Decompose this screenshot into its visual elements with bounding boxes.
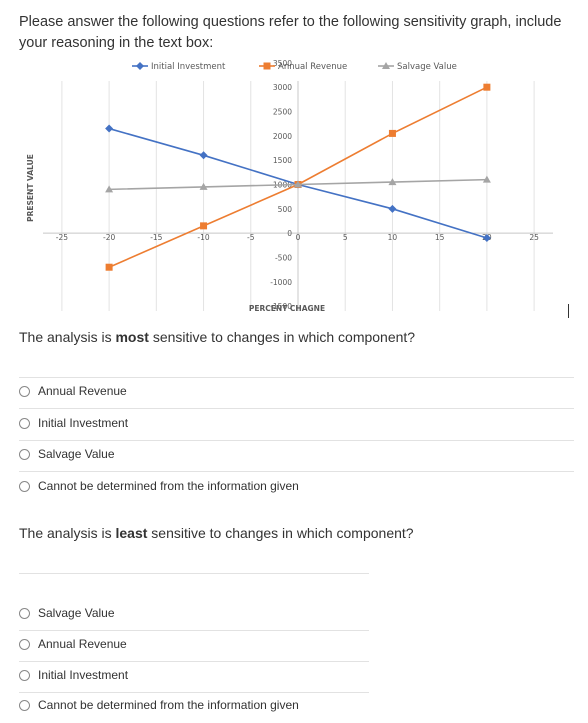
x-tick-label: -5 <box>247 233 255 242</box>
q2-option-2[interactable]: Annual Revenue <box>19 635 127 653</box>
x-tick-label: -25 <box>56 233 68 242</box>
option-label: Cannot be determined from the informatio… <box>38 479 299 493</box>
text-cursor <box>568 304 569 318</box>
data-point-initial-investment <box>388 204 397 213</box>
option-label: Salvage Value <box>38 606 115 620</box>
data-point-annual-revenue <box>483 83 491 91</box>
q1-option-3[interactable]: Salvage Value <box>19 445 115 463</box>
data-point-initial-investment <box>482 234 491 243</box>
question-2: The analysis is least sensitive to chang… <box>19 525 414 541</box>
divider <box>19 377 574 378</box>
y-axis-title: PRESENT VALUE <box>26 154 35 222</box>
q1-option-4[interactable]: Cannot be determined from the informatio… <box>19 477 299 495</box>
legend-label-annual-revenue: Annual Revenue <box>278 62 347 72</box>
option-label: Initial Investment <box>38 668 129 682</box>
q1-option-1[interactable]: Annual Revenue <box>19 382 127 400</box>
x-tick-label: 5 <box>343 233 348 242</box>
y-tick-label: -1500 <box>270 302 292 311</box>
legend-marker-annual-revenue <box>263 62 271 70</box>
y-tick-label: 0 <box>287 229 292 238</box>
question-2-emphasis: least <box>115 525 148 541</box>
x-tick-label: 25 <box>529 233 539 242</box>
y-tick-label: 1500 <box>273 156 292 165</box>
question-1: The analysis is most sensitive to change… <box>19 329 415 345</box>
option-label: Annual Revenue <box>38 384 127 398</box>
option-label: Salvage Value <box>38 447 115 461</box>
data-point-salvage-value <box>482 175 491 183</box>
radio-icon[interactable] <box>19 669 30 681</box>
y-tick-label: 2500 <box>273 108 292 117</box>
divider <box>19 630 369 631</box>
x-tick-label: -10 <box>197 233 209 242</box>
radio-icon[interactable] <box>19 607 30 619</box>
question-intro: Please answer the following questions re… <box>19 14 562 51</box>
y-tick-label: -500 <box>275 253 292 262</box>
q2-option-4[interactable]: Cannot be determined from the informatio… <box>19 696 299 714</box>
radio-icon[interactable] <box>19 417 30 429</box>
y-tick-label: 500 <box>278 205 293 214</box>
q2-option-1[interactable]: Salvage Value <box>19 604 115 622</box>
divider <box>19 573 369 574</box>
x-axis-title: PERCENT CHAGNE <box>249 304 325 313</box>
data-point-salvage-value <box>199 182 208 190</box>
divider <box>19 440 574 441</box>
option-label: Initial Investment <box>38 416 129 430</box>
y-tick-label: 3500 <box>273 59 292 68</box>
divider <box>19 471 574 472</box>
y-tick-label: 3000 <box>273 83 292 92</box>
x-tick-label: -20 <box>103 233 115 242</box>
data-point-annual-revenue <box>105 263 113 271</box>
q1-option-2[interactable]: Initial Investment <box>19 414 128 432</box>
y-tick-label: 2000 <box>273 132 292 141</box>
sensitivity-chart: -25-20-15-10-505101520253500300025002000… <box>26 59 553 313</box>
data-point-initial-investment <box>199 151 208 160</box>
question-2-prefix: The analysis is <box>19 525 116 541</box>
option-label: Cannot be determined from the informatio… <box>38 698 299 712</box>
question-1-prefix: The analysis is <box>19 329 116 345</box>
question-2-suffix: sensitive to changes in which component? <box>147 525 414 541</box>
data-point-salvage-value <box>388 178 397 186</box>
x-tick-label: 15 <box>435 233 445 242</box>
y-tick-label: -1000 <box>270 278 292 287</box>
data-point-salvage-value <box>105 185 114 193</box>
option-label: Annual Revenue <box>38 637 127 651</box>
radio-icon[interactable] <box>19 448 30 460</box>
legend-label-initial-investment: Initial Investment <box>151 62 226 72</box>
radio-icon[interactable] <box>19 480 30 492</box>
x-tick-label: 10 <box>388 233 398 242</box>
data-point-initial-investment <box>105 124 114 133</box>
x-tick-label: 0 <box>296 233 301 242</box>
divider <box>19 661 369 662</box>
x-tick-label: -15 <box>150 233 162 242</box>
data-point-annual-revenue <box>388 129 396 137</box>
q2-option-3[interactable]: Initial Investment <box>19 666 128 684</box>
data-point-salvage-value <box>294 180 302 188</box>
question-1-emphasis: most <box>115 329 149 345</box>
question-1-suffix: sensitive to changes in which component? <box>148 329 416 345</box>
radio-icon[interactable] <box>19 385 30 397</box>
radio-icon[interactable] <box>19 699 30 711</box>
data-point-annual-revenue <box>200 222 208 230</box>
divider <box>19 692 369 693</box>
radio-icon[interactable] <box>19 638 30 650</box>
legend-marker-initial-investment <box>136 62 144 70</box>
legend-label-salvage-value: Salvage Value <box>397 62 457 72</box>
divider <box>19 408 574 409</box>
legend-marker-salvage-value <box>382 62 390 69</box>
